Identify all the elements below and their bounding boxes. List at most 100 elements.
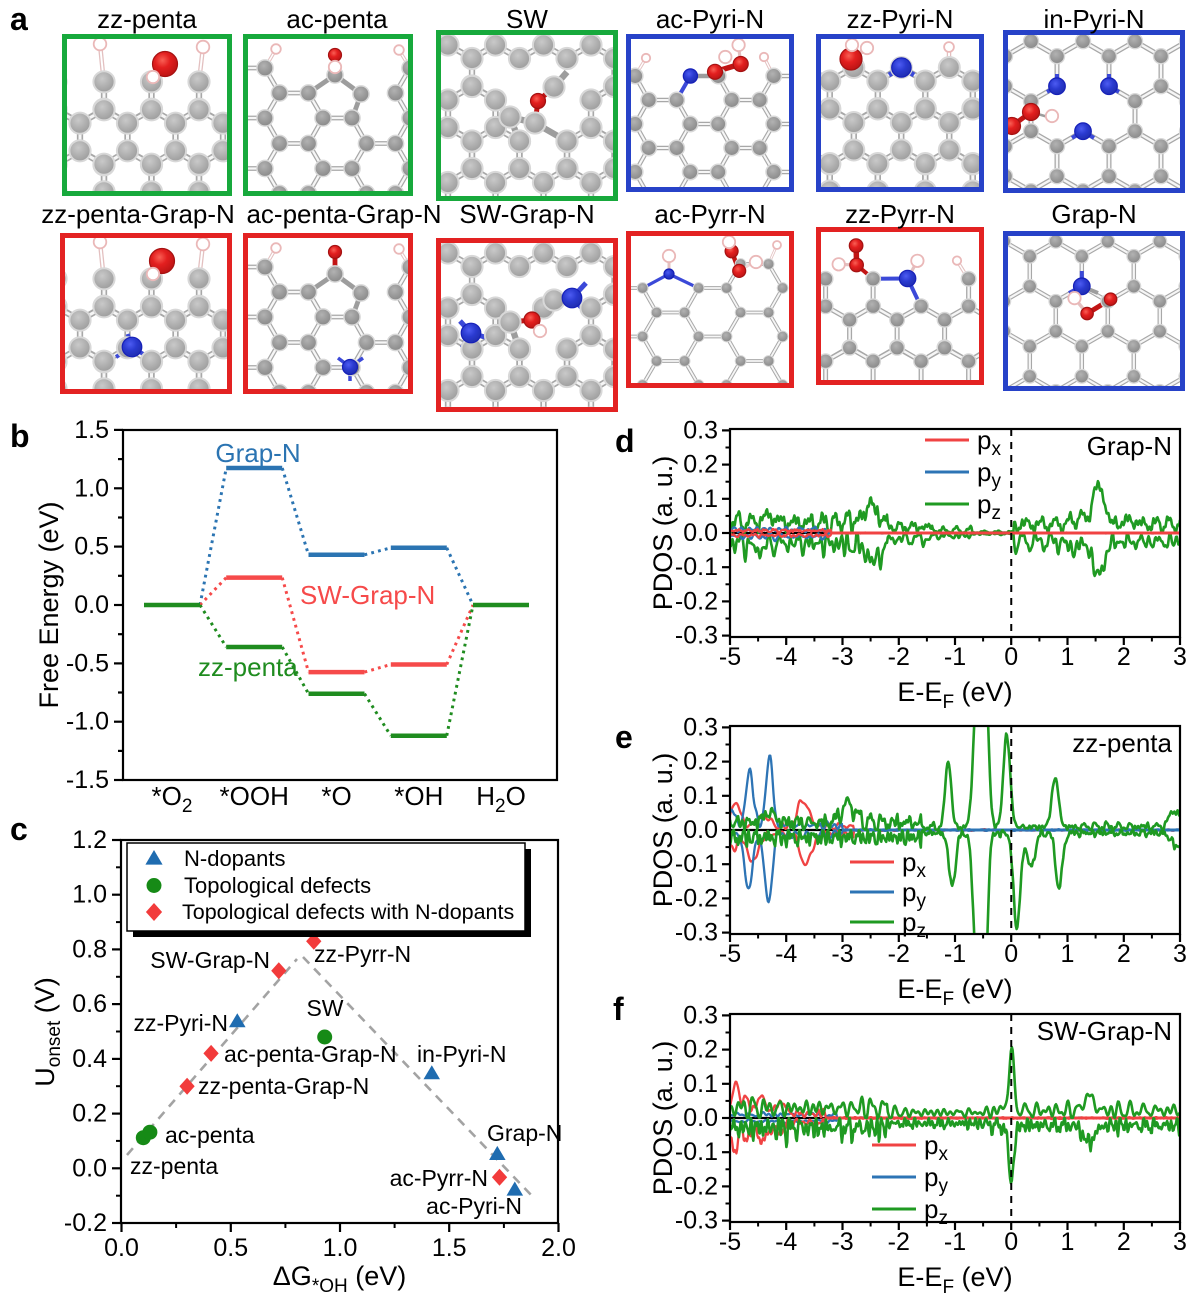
svg-text:-0.2: -0.2 xyxy=(675,884,718,912)
svg-text:PDOS (a. u.): PDOS (a. u.) xyxy=(648,753,678,908)
svg-text:0.0: 0.0 xyxy=(72,1154,107,1182)
svg-text:-3: -3 xyxy=(831,1228,853,1256)
svg-text:1.0: 1.0 xyxy=(72,881,107,909)
svg-text:zz-penta-Grap-N: zz-penta-Grap-N xyxy=(41,199,235,229)
svg-text:*OH: *OH xyxy=(394,781,443,811)
svg-text:0.4: 0.4 xyxy=(72,1045,107,1073)
svg-text:-0.3: -0.3 xyxy=(675,622,718,650)
svg-text:f: f xyxy=(613,991,624,1027)
svg-text:-1.0: -1.0 xyxy=(66,708,109,736)
svg-text:-5: -5 xyxy=(719,1228,741,1256)
svg-text:1.0: 1.0 xyxy=(323,1234,358,1262)
svg-text:2: 2 xyxy=(1117,1228,1131,1256)
svg-text:0.8: 0.8 xyxy=(72,935,107,963)
svg-text:3: 3 xyxy=(1173,940,1187,968)
svg-text:2: 2 xyxy=(1117,643,1131,671)
svg-text:-1: -1 xyxy=(944,940,966,968)
svg-text:-0.2: -0.2 xyxy=(675,587,718,615)
svg-text:-0.3: -0.3 xyxy=(675,919,718,947)
svg-text:1.0: 1.0 xyxy=(74,474,109,502)
svg-text:-1.5: -1.5 xyxy=(66,766,109,794)
svg-text:c: c xyxy=(10,811,28,847)
svg-text:Topological defects: Topological defects xyxy=(184,873,371,898)
svg-text:Grap-N: Grap-N xyxy=(1051,199,1136,229)
svg-text:-1: -1 xyxy=(944,643,966,671)
svg-text:ac-penta-Grap-N: ac-penta-Grap-N xyxy=(246,199,441,229)
svg-text:a: a xyxy=(10,1,28,37)
svg-text:SW: SW xyxy=(306,995,343,1021)
svg-text:SW-Grap-N: SW-Grap-N xyxy=(150,947,270,973)
svg-text:0.0: 0.0 xyxy=(104,1234,139,1262)
svg-text:-4: -4 xyxy=(775,643,797,671)
svg-text:1: 1 xyxy=(1061,940,1075,968)
svg-text:0.2: 0.2 xyxy=(683,451,718,479)
svg-text:in-Pyri-N: in-Pyri-N xyxy=(1043,4,1144,34)
svg-text:-2: -2 xyxy=(888,643,910,671)
svg-text:0: 0 xyxy=(1004,940,1018,968)
svg-text:SW: SW xyxy=(506,4,548,34)
svg-text:-2: -2 xyxy=(888,940,910,968)
svg-text:ac-Pyri-N: ac-Pyri-N xyxy=(656,4,764,34)
svg-text:0.1: 0.1 xyxy=(683,485,718,513)
svg-text:2: 2 xyxy=(1117,940,1131,968)
svg-text:0.1: 0.1 xyxy=(683,1070,718,1098)
svg-text:in-Pyri-N: in-Pyri-N xyxy=(417,1041,506,1067)
svg-text:SW-Grap-N: SW-Grap-N xyxy=(459,199,594,229)
svg-text:0: 0 xyxy=(1004,643,1018,671)
svg-text:Grap-N: Grap-N xyxy=(487,1120,562,1146)
svg-text:*O: *O xyxy=(321,781,351,811)
svg-text:-1: -1 xyxy=(944,1228,966,1256)
svg-text:2.0: 2.0 xyxy=(541,1234,576,1262)
svg-text:zz-penta: zz-penta xyxy=(97,4,197,34)
svg-text:-0.2: -0.2 xyxy=(64,1209,107,1237)
svg-text:-4: -4 xyxy=(775,1228,797,1256)
svg-text:ac-penta: ac-penta xyxy=(165,1122,255,1148)
svg-text:ac-Pyri-N: ac-Pyri-N xyxy=(426,1193,522,1219)
svg-text:0.3: 0.3 xyxy=(683,416,718,444)
svg-text:ac-Pyrr-N: ac-Pyrr-N xyxy=(654,199,765,229)
svg-text:-5: -5 xyxy=(719,643,741,671)
svg-text:Free Energy (eV): Free Energy (eV) xyxy=(34,501,64,708)
svg-text:0.2: 0.2 xyxy=(683,1036,718,1064)
svg-text:-0.5: -0.5 xyxy=(66,649,109,677)
svg-text:-0.1: -0.1 xyxy=(675,1138,718,1166)
svg-text:zz-Pyri-N: zz-Pyri-N xyxy=(133,1010,228,1036)
svg-text:-4: -4 xyxy=(775,940,797,968)
svg-text:zz-penta: zz-penta xyxy=(130,1153,218,1179)
svg-text:0.2: 0.2 xyxy=(683,748,718,776)
svg-text:SW-Grap-N: SW-Grap-N xyxy=(1037,1016,1172,1046)
svg-text:0.5: 0.5 xyxy=(213,1234,248,1262)
svg-text:zz-penta: zz-penta xyxy=(1072,728,1172,758)
svg-text:b: b xyxy=(10,418,30,454)
svg-text:1.5: 1.5 xyxy=(432,1234,467,1262)
svg-text:PDOS (a. u.): PDOS (a. u.) xyxy=(648,456,678,611)
svg-text:*OOH: *OOH xyxy=(220,781,289,811)
svg-text:zz-Pyrr-N: zz-Pyrr-N xyxy=(314,941,411,967)
svg-text:0.0: 0.0 xyxy=(683,816,718,844)
svg-text:N-dopants: N-dopants xyxy=(184,846,286,871)
svg-text:Topological defects with N-dop: Topological defects with N-dopants xyxy=(182,900,514,924)
svg-text:ac-penta: ac-penta xyxy=(286,4,388,34)
svg-text:Grap-N: Grap-N xyxy=(1087,431,1172,461)
svg-text:0.1: 0.1 xyxy=(683,782,718,810)
svg-text:-3: -3 xyxy=(831,643,853,671)
svg-text:-0.2: -0.2 xyxy=(675,1172,718,1200)
svg-text:0: 0 xyxy=(1004,1228,1018,1256)
svg-text:1.2: 1.2 xyxy=(72,826,107,854)
svg-text:-0.1: -0.1 xyxy=(675,850,718,878)
svg-text:0.5: 0.5 xyxy=(74,533,109,561)
svg-text:-3: -3 xyxy=(831,940,853,968)
svg-text:0.6: 0.6 xyxy=(72,990,107,1018)
svg-text:zz-Pyrr-N: zz-Pyrr-N xyxy=(845,199,955,229)
svg-text:d: d xyxy=(615,423,635,459)
svg-text:0.0: 0.0 xyxy=(683,519,718,547)
svg-text:3: 3 xyxy=(1173,1228,1187,1256)
svg-text:e: e xyxy=(615,719,633,755)
svg-text:0.0: 0.0 xyxy=(74,591,109,619)
svg-text:-5: -5 xyxy=(719,940,741,968)
svg-text:-0.1: -0.1 xyxy=(675,553,718,581)
svg-text:0.2: 0.2 xyxy=(72,1100,107,1128)
svg-text:zz-Pyri-N: zz-Pyri-N xyxy=(847,4,954,34)
svg-text:1: 1 xyxy=(1061,1228,1075,1256)
svg-text:zz-penta: zz-penta xyxy=(198,652,298,682)
